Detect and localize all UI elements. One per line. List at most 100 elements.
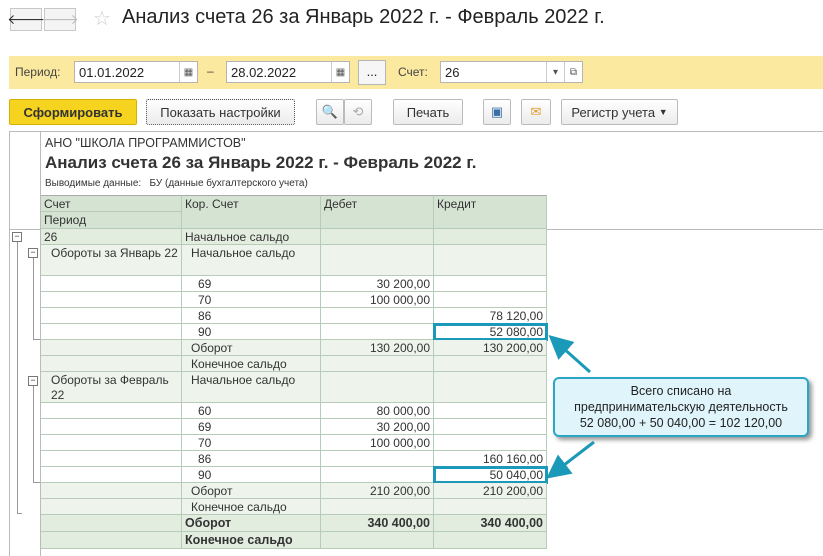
row-account: Обороты за Февраль 22 bbox=[41, 372, 182, 403]
arrow-right-icon: 🡒 bbox=[41, 11, 79, 27]
header-corr-account: Кор. Счет bbox=[182, 195, 321, 229]
collapse-icon[interactable]: − bbox=[28, 248, 38, 258]
collapse-icon[interactable]: − bbox=[28, 376, 38, 386]
search-icon: 🔍 bbox=[321, 104, 339, 119]
row-debit bbox=[321, 245, 434, 276]
print-button[interactable]: Печать bbox=[393, 99, 463, 125]
date-to-input[interactable]: 28.02.2022 ▦ bbox=[226, 61, 350, 83]
search-next-button[interactable]: ⟲ bbox=[344, 99, 372, 125]
calendar-icon[interactable]: ▦ bbox=[179, 62, 197, 82]
account-label: Счет: bbox=[398, 65, 428, 79]
row-account bbox=[41, 403, 182, 419]
dropdown-icon[interactable]: ▾ bbox=[546, 62, 564, 82]
forward-button[interactable]: 🡒 bbox=[41, 8, 79, 31]
account-input[interactable]: 26 ▾ ⧉ bbox=[440, 61, 583, 83]
row-credit bbox=[434, 419, 547, 435]
tree-line bbox=[33, 386, 40, 483]
row-credit: 52 080,00 bbox=[434, 324, 547, 340]
row-debit: 210 200,00 bbox=[321, 483, 434, 499]
period-select-button[interactable]: ... bbox=[358, 60, 386, 85]
row-account bbox=[41, 451, 182, 467]
row-debit bbox=[321, 499, 434, 515]
row-account bbox=[41, 356, 182, 372]
collapse-icon[interactable]: − bbox=[12, 232, 22, 242]
header-period: Период bbox=[41, 212, 182, 229]
back-button[interactable]: 🡐 bbox=[7, 8, 45, 31]
row-credit bbox=[434, 292, 547, 308]
generate-button[interactable]: Сформировать bbox=[9, 99, 137, 125]
row-corr-account: 69 bbox=[182, 419, 321, 435]
row-corr-account: Оборот bbox=[182, 483, 321, 499]
save-button[interactable]: ▣ bbox=[483, 99, 511, 125]
open-icon[interactable]: ⧉ bbox=[564, 62, 582, 82]
row-account: 26 bbox=[41, 229, 182, 245]
arrow-to-january bbox=[548, 335, 591, 374]
row-debit bbox=[321, 356, 434, 372]
envelope-icon: ✉ bbox=[530, 104, 542, 119]
row-credit bbox=[434, 403, 547, 419]
row-corr-account: 90 bbox=[182, 467, 321, 483]
header-credit: Кредит bbox=[434, 195, 547, 229]
register-button[interactable]: Регистр учета ▼ bbox=[561, 99, 678, 125]
refresh-search-icon: ⟲ bbox=[352, 104, 364, 119]
row-corr-account: Оборот bbox=[182, 515, 321, 532]
row-credit: 210 200,00 bbox=[434, 483, 547, 499]
callout-line: 52 080,00 + 50 040,00 = 102 120,00 bbox=[579, 416, 783, 430]
row-account bbox=[41, 292, 182, 308]
row-debit bbox=[321, 451, 434, 467]
chevron-down-icon: ▼ bbox=[658, 107, 668, 117]
row-account bbox=[41, 435, 182, 451]
row-debit bbox=[321, 229, 434, 245]
header-account: Счет bbox=[41, 195, 182, 212]
tree-border bbox=[9, 131, 10, 556]
row-credit bbox=[434, 532, 547, 549]
highlight-box bbox=[433, 323, 548, 341]
show-settings-button[interactable]: Показать настройки bbox=[146, 99, 295, 125]
row-corr-account: 70 bbox=[182, 435, 321, 451]
row-credit: 340 400,00 bbox=[434, 515, 547, 532]
calendar-icon[interactable]: ▦ bbox=[331, 62, 349, 82]
callout-line: Всего списано на bbox=[630, 384, 732, 398]
row-debit bbox=[321, 308, 434, 324]
tree-line bbox=[17, 242, 22, 514]
row-credit bbox=[434, 276, 547, 292]
row-debit: 30 200,00 bbox=[321, 419, 434, 435]
row-account bbox=[41, 467, 182, 483]
row-corr-account: 86 bbox=[182, 308, 321, 324]
row-corr-account: Начальное сальдо bbox=[182, 372, 321, 403]
row-corr-account: Конечное сальдо bbox=[182, 499, 321, 515]
row-debit bbox=[321, 372, 434, 403]
row-debit bbox=[321, 532, 434, 549]
report-top-border bbox=[9, 131, 823, 132]
tree-line bbox=[33, 258, 40, 340]
row-credit: 130 200,00 bbox=[434, 340, 547, 356]
row-debit: 130 200,00 bbox=[321, 340, 434, 356]
row-corr-account: 60 bbox=[182, 403, 321, 419]
row-corr-account: Оборот bbox=[182, 340, 321, 356]
row-account bbox=[41, 483, 182, 499]
row-corr-account: Начальное сальдо bbox=[182, 245, 321, 276]
star-icon[interactable]: ☆ bbox=[93, 8, 111, 30]
row-account bbox=[41, 340, 182, 356]
row-account bbox=[41, 532, 182, 549]
row-corr-account: Конечное сальдо bbox=[182, 532, 321, 549]
arrow-to-february bbox=[546, 440, 595, 479]
row-account bbox=[41, 324, 182, 340]
row-account bbox=[41, 499, 182, 515]
floppy-disk-icon: ▣ bbox=[490, 104, 504, 119]
row-credit bbox=[434, 435, 547, 451]
row-credit bbox=[434, 245, 547, 276]
callout-line: предпринимательскую деятельность bbox=[574, 400, 788, 414]
date-from-input[interactable]: 01.01.2022 ▦ bbox=[74, 61, 198, 83]
row-debit: 340 400,00 bbox=[321, 515, 434, 532]
period-label: Период: bbox=[15, 65, 61, 79]
row-corr-account: 70 bbox=[182, 292, 321, 308]
search-button[interactable]: 🔍 bbox=[316, 99, 344, 125]
row-account bbox=[41, 276, 182, 292]
row-credit bbox=[434, 356, 547, 372]
window-title: Анализ счета 26 за Январь 2022 г. - Февр… bbox=[122, 6, 605, 28]
row-corr-account: 86 bbox=[182, 451, 321, 467]
email-button[interactable]: ✉ bbox=[521, 99, 551, 125]
row-account bbox=[41, 515, 182, 532]
